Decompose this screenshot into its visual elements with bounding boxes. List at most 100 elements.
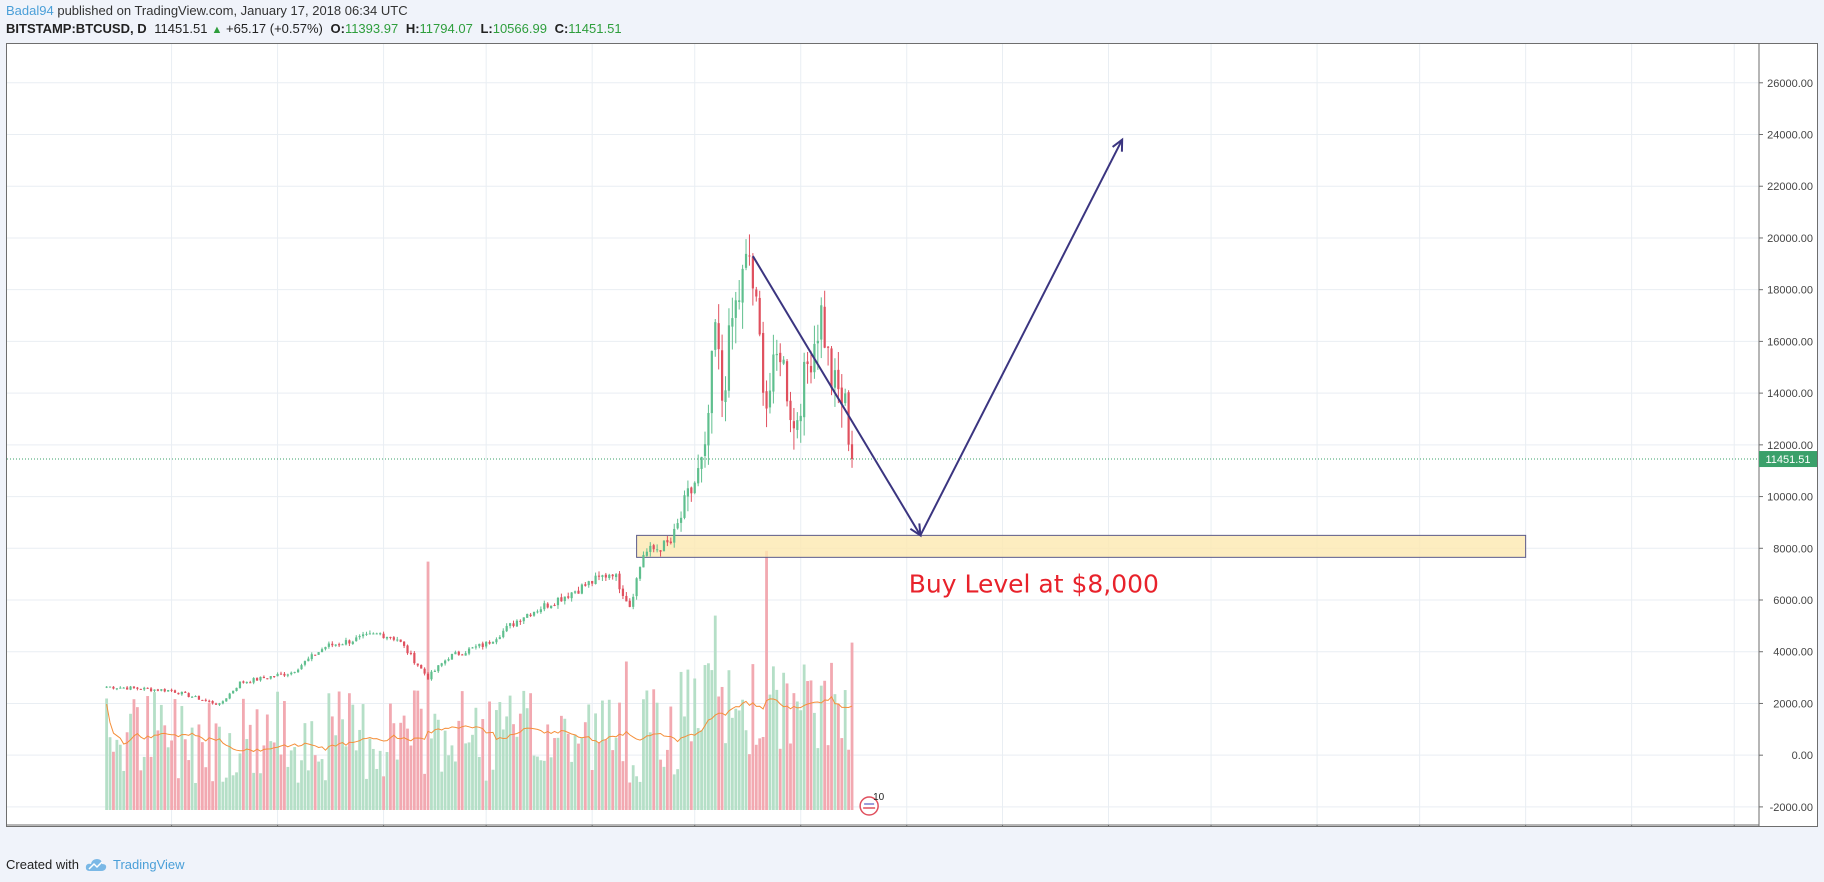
candle-body: [816, 340, 819, 344]
volume-bar: [570, 761, 574, 810]
volume-bar: [139, 770, 143, 810]
volume-bar: [758, 738, 762, 810]
volume-bar: [204, 767, 208, 810]
volume-bar: [337, 691, 341, 810]
volume-bar: [344, 746, 348, 810]
candle-body: [283, 673, 286, 676]
candle-body: [755, 289, 758, 297]
candle-body: [584, 584, 587, 586]
candle-body: [194, 696, 197, 698]
volume-bar: [272, 742, 276, 810]
projection-arrow-up: [919, 139, 1124, 536]
volume-bar: [115, 739, 119, 810]
volume-bar: [847, 749, 851, 810]
candle-body: [208, 700, 211, 702]
candle-body: [679, 517, 683, 523]
candle-body: [167, 690, 170, 692]
candle-body: [156, 689, 160, 691]
candle-body: [604, 574, 607, 578]
volume-moving-average: [106, 695, 853, 753]
candle-body: [481, 643, 484, 647]
candle-body: [731, 318, 734, 327]
candle-body: [464, 653, 467, 656]
volume-bar: [580, 737, 584, 810]
volume-bar: [293, 747, 297, 810]
candle-body: [201, 699, 204, 701]
candle-body: [262, 676, 266, 679]
candle-body: [573, 591, 577, 593]
volume-bar: [662, 766, 666, 810]
projection-arrow-up-head: [1111, 137, 1124, 152]
candle-body: [266, 678, 269, 680]
candle-body: [190, 696, 194, 698]
price-tick-label: 4000.00: [1773, 647, 1813, 659]
candle-body: [560, 597, 563, 602]
volume-bar: [782, 672, 786, 810]
candle-body: [115, 688, 118, 690]
volume-bar: [816, 748, 820, 810]
candle-body: [303, 661, 307, 665]
candle-body: [762, 332, 765, 393]
volume-bar: [132, 699, 136, 810]
candle-body: [170, 689, 173, 691]
volume-bar: [826, 745, 830, 810]
candle-body: [334, 644, 337, 646]
price-tick-label: 6000.00: [1773, 595, 1813, 607]
candle-body: [450, 653, 454, 660]
volume-bar: [724, 743, 727, 810]
candle-body: [221, 701, 224, 704]
candle-body: [697, 468, 700, 484]
volume-bar: [416, 690, 420, 810]
volume-bar: [228, 733, 232, 810]
volume-bar: [399, 722, 403, 810]
candle-body: [700, 456, 703, 469]
candle-body: [136, 687, 139, 689]
tradingview-link[interactable]: TradingView: [112, 857, 185, 872]
candle-body: [245, 682, 248, 684]
last-price-tag-bg: [1759, 451, 1817, 468]
volume-bar: [546, 724, 550, 810]
author-link[interactable]: Badal94: [6, 3, 54, 18]
candle-body: [163, 689, 166, 692]
volume-bar: [211, 781, 215, 810]
candle-body: [597, 575, 601, 577]
volume-bar: [648, 732, 652, 810]
candle-body: [803, 361, 806, 418]
price-tick-label: -2000.00: [1770, 802, 1813, 814]
volume-bar: [696, 728, 700, 810]
volume-bar: [183, 739, 187, 810]
projection-arrow-down: [752, 255, 922, 536]
candle-body: [611, 574, 614, 577]
volume-bar: [306, 770, 310, 810]
candle-body: [710, 350, 713, 414]
price-tick-label: 10000.00: [1767, 492, 1813, 504]
volume-bar: [180, 706, 184, 810]
volume-bar: [802, 664, 806, 810]
candle-body: [495, 639, 498, 643]
indicator-icon: 10: [859, 792, 885, 816]
volume-bar: [621, 761, 625, 810]
volume-bar: [587, 704, 591, 810]
price-chart[interactable]: Buy Level at $8,000 10 26000.0024000.002…: [7, 44, 1817, 826]
candle-body: [833, 370, 837, 388]
candle-body: [806, 361, 809, 365]
volume-bar: [823, 680, 827, 810]
candle-body: [143, 687, 146, 690]
volume-bar: [149, 756, 153, 810]
candle-body: [775, 353, 778, 356]
volume-bar: [601, 700, 604, 810]
chart-frame: [6, 43, 1818, 827]
candle-body: [519, 620, 522, 622]
publish-line: Badal94 published on TradingView.com, Ja…: [6, 3, 408, 18]
candle-body: [184, 691, 187, 693]
volume-bar: [347, 693, 351, 810]
volume-bar: [771, 666, 775, 810]
volume-bar: [556, 737, 560, 810]
created-with-label: Created with: [6, 857, 79, 872]
candle-body: [550, 605, 553, 609]
candle-body: [601, 575, 604, 577]
candle-body: [197, 696, 201, 700]
close-value: 11451.51: [568, 21, 622, 36]
candle-body: [823, 306, 826, 348]
volume-bar: [135, 707, 139, 810]
